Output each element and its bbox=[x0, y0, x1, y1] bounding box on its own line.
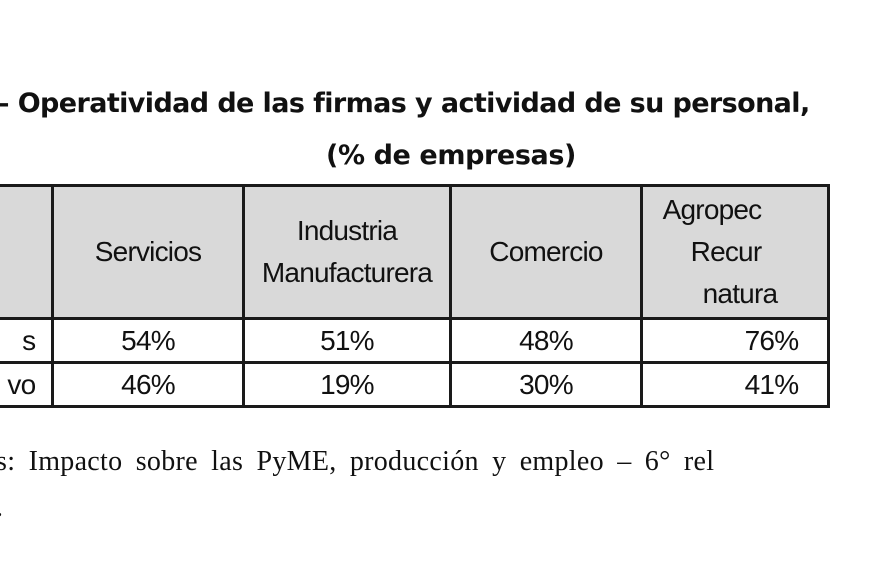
table-cell: 41% bbox=[639, 361, 831, 408]
table-cell: 19% bbox=[241, 361, 453, 408]
table-cell: 76% bbox=[639, 317, 831, 364]
data-table: Servicios Industria Manufacturera Comerc… bbox=[0, 184, 831, 408]
table-row: s 54% 51% 48% 76% bbox=[0, 317, 831, 364]
header-cell-industria: Industria Manufacturera bbox=[241, 184, 453, 320]
table-cell: 54% bbox=[51, 317, 245, 364]
row-label: s bbox=[0, 317, 55, 364]
table-row: vo 46% 19% 30% 41% bbox=[0, 361, 831, 408]
table-title: – Operatividad de las firmas y actividad… bbox=[0, 88, 810, 119]
table-cell: 51% bbox=[241, 317, 453, 364]
header-row: Servicios Industria Manufacturera Comerc… bbox=[0, 184, 831, 320]
cell-value: 76% bbox=[744, 325, 799, 356]
header-label: Comercio bbox=[489, 236, 603, 267]
table-subtitle: (% de empresas) bbox=[326, 140, 576, 171]
header-cell-agropecuario: Agropec Recur natura bbox=[639, 184, 831, 320]
header-label: Servicios bbox=[94, 236, 202, 267]
header-cell-blank bbox=[0, 184, 55, 320]
header-cell-comercio: Comercio bbox=[449, 184, 643, 320]
table-cell: 48% bbox=[449, 317, 643, 364]
table-cell: 30% bbox=[449, 361, 643, 408]
cell-value: 41% bbox=[744, 369, 799, 400]
source-note: s: Impacto sobre las PyME, producción y … bbox=[0, 446, 715, 477]
header-label: Industria bbox=[296, 215, 398, 246]
source-note-continuation: . bbox=[0, 492, 3, 524]
header-label: Recur bbox=[690, 236, 763, 267]
row-label: vo bbox=[0, 361, 55, 408]
header-cell-servicios: Servicios bbox=[51, 184, 245, 320]
header-label: Agropec bbox=[662, 194, 763, 225]
table-cell: 46% bbox=[51, 361, 245, 408]
header-label: Manufacturera bbox=[261, 257, 433, 288]
header-label: natura bbox=[702, 278, 778, 309]
